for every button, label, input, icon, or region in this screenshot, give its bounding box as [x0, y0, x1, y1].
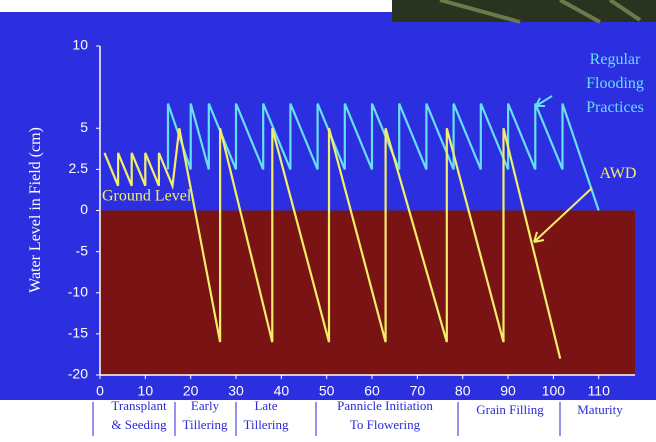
x-tick-label: 80: [455, 383, 471, 399]
x-tick-label: 90: [500, 383, 516, 399]
x-tick-label: 40: [274, 383, 290, 399]
phase-label: Tillering: [182, 417, 228, 432]
y-tick-label: -20: [68, 366, 88, 382]
x-tick-label: 50: [319, 383, 335, 399]
series-label: AWD: [600, 165, 637, 182]
x-tick-label: 100: [542, 383, 566, 399]
phase-label: Early: [191, 398, 220, 413]
x-tick-label: 70: [410, 383, 426, 399]
slide: Ground Level 10 5 2.5 0 -5 -10 -15 -20 0 10 20 30 40 5…: [0, 0, 656, 442]
y-tick-label: 0: [80, 201, 88, 217]
x-tick-label: 10: [138, 383, 154, 399]
y-tick-label: -5: [76, 242, 89, 258]
y-tick-label: 5: [80, 119, 88, 135]
phase-label: Tillering: [243, 417, 289, 432]
phase-label: Grain Filling: [476, 402, 544, 417]
x-tick-label: 30: [228, 383, 244, 399]
series-label: Regular Flooding Practices: [586, 51, 644, 116]
x-tick-label: 110: [588, 383, 611, 399]
y-axis-title: Water Level in Field (cm): [27, 127, 44, 293]
phase-label: Transplant: [111, 398, 167, 413]
phase-label: & Seeding: [111, 417, 167, 432]
x-tick-label: 20: [183, 383, 199, 399]
x-tick-label: 60: [364, 383, 380, 399]
series-label-line: Flooding: [586, 75, 644, 92]
series-label-line: Regular: [590, 51, 641, 68]
series-label-line: Practices: [586, 99, 644, 116]
y-tick-label: 10: [72, 37, 88, 53]
ground-region: [100, 211, 635, 376]
y-tick-label: -10: [68, 283, 88, 299]
ground-label: Ground Level: [102, 188, 192, 205]
y-tick-label: 2.5: [69, 160, 89, 176]
y-tick-label: -15: [68, 325, 88, 341]
phase-label: Pannicle Initiation: [337, 398, 433, 413]
phase-label: Maturity: [577, 402, 623, 417]
phase-label: Late: [254, 398, 277, 413]
x-tick-label: 0: [96, 383, 104, 399]
phase-label: To Flowering: [350, 417, 421, 432]
series-label-line: AWD: [600, 165, 637, 182]
